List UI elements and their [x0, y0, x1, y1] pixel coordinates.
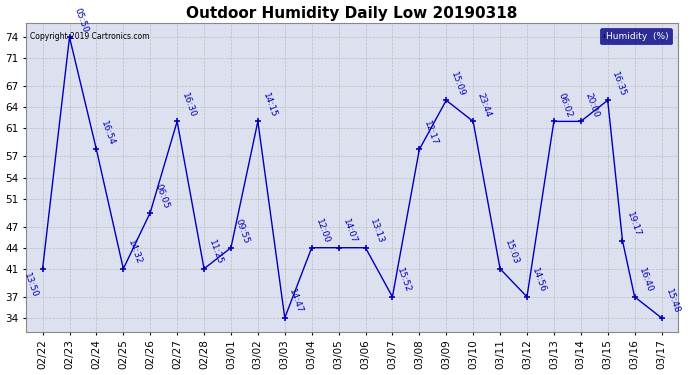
Text: Copyright 2019 Cartronics.com: Copyright 2019 Cartronics.com [30, 32, 149, 41]
Text: 05:50: 05:50 [72, 7, 90, 34]
Text: 16:35: 16:35 [611, 70, 628, 98]
Text: 14:32: 14:32 [126, 239, 144, 266]
Text: 15:48: 15:48 [664, 288, 682, 315]
Text: 20:00: 20:00 [584, 92, 601, 118]
Text: 06:05: 06:05 [153, 183, 170, 210]
Text: 12:17: 12:17 [422, 119, 440, 147]
Text: 12:00: 12:00 [315, 217, 332, 245]
Text: 06:02: 06:02 [557, 92, 574, 118]
Legend: Humidity  (%): Humidity (%) [600, 28, 672, 45]
Text: 23:44: 23:44 [476, 92, 493, 118]
Text: 14:47: 14:47 [288, 288, 305, 315]
Text: 11:25: 11:25 [207, 239, 224, 266]
Text: 14:07: 14:07 [342, 217, 359, 245]
Title: Outdoor Humidity Daily Low 20190318: Outdoor Humidity Daily Low 20190318 [186, 6, 518, 21]
Text: 15:03: 15:03 [503, 238, 520, 266]
Text: 14:15: 14:15 [261, 92, 278, 118]
Text: 16:54: 16:54 [99, 119, 117, 147]
Text: 16:30: 16:30 [180, 91, 197, 118]
Text: 14:56: 14:56 [530, 267, 547, 294]
Text: 09:55: 09:55 [234, 217, 251, 245]
Text: 13:50: 13:50 [23, 272, 40, 299]
Text: 13:13: 13:13 [368, 217, 386, 245]
Text: 15:09: 15:09 [449, 70, 466, 98]
Text: 15:52: 15:52 [395, 267, 413, 294]
Text: 16:40: 16:40 [638, 267, 655, 294]
Text: 19:17: 19:17 [625, 210, 642, 238]
